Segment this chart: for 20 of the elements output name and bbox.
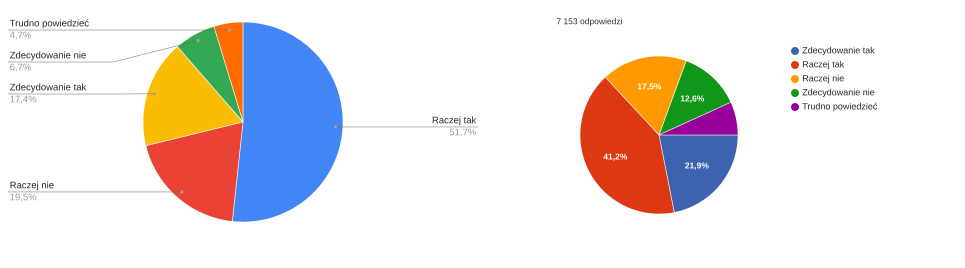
legend-label: Zdecydowanie tak — [802, 46, 875, 56]
data-label: 41,2% — [603, 154, 628, 161]
chart-title: 7 153 odpowiedzi — [556, 18, 622, 26]
legend-label: Trudno powiedzieć — [802, 102, 878, 112]
data-label: 21,9% — [685, 162, 709, 170]
data-label: 51,7% — [450, 128, 476, 136]
legend-label: Raczej tak — [802, 60, 844, 70]
slice-label: Raczej nie — [10, 181, 54, 190]
legend-label: Raczej nie — [802, 74, 844, 84]
data-label: 19,5% — [10, 194, 36, 202]
slice-label: Raczej tak — [432, 116, 476, 126]
data-label: 12,6% — [680, 95, 704, 103]
data-label: 6,7% — [10, 64, 32, 72]
legend-label: Zdecydowanie nie — [802, 88, 874, 98]
slice-label: Trudno powiedzieć — [10, 19, 89, 28]
slice-label: Zdecydowanie tak — [10, 83, 86, 92]
data-label: 17,5% — [638, 83, 662, 91]
slice-label: Zdecydowanie nie — [10, 51, 86, 60]
data-label: 4,7% — [10, 32, 32, 40]
data-label: 17,4% — [10, 96, 36, 104]
